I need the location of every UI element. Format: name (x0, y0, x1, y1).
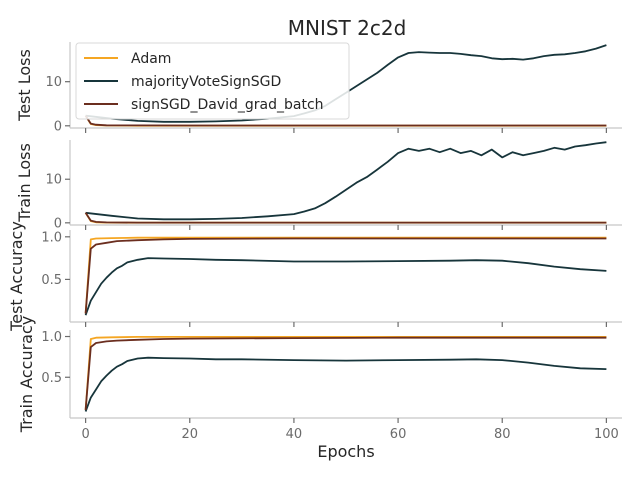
y-axis-label: Train Loss (15, 143, 34, 223)
figure-title: MNIST 2c2d (288, 16, 407, 40)
legend-entry: signSGD_David_grad_batch (131, 97, 324, 113)
series-line-signSGD_David_grad_batch (84, 115, 607, 127)
series-line-majorityVoteSignSGD (85, 44, 607, 123)
panels: 0 10 Test Loss 0 10 Train Loss 0.5 1.0 Test Accu… (7, 42, 622, 442)
series-line-Adam (84, 335, 607, 410)
series-line-Adam (84, 212, 607, 224)
y-tick-label: 0 (54, 119, 62, 134)
x-tick-label: 20 (182, 427, 199, 442)
y-tick-label: 0.5 (41, 371, 62, 386)
series-line-Adam (84, 236, 607, 314)
y-axis-label: Test Loss (15, 49, 34, 122)
series-line-signSGD_David_grad_batch (84, 336, 607, 410)
series-line-signSGD_David_grad_batch (84, 237, 607, 314)
x-tick-label: 40 (286, 427, 303, 442)
series-line-majorityVoteSignSGD (84, 356, 607, 412)
legend-entry: Adam (131, 51, 171, 67)
y-axis-label: Train Accuracy (17, 316, 36, 434)
series-line-majorityVoteSignSGD (85, 141, 607, 221)
panel-3: 0.5 1.0 Test Accuracy (7, 221, 622, 332)
x-tick-label: 100 (594, 427, 619, 442)
x-tick-label: 0 (81, 427, 89, 442)
x-tick-label: 60 (390, 427, 407, 442)
series-line-majorityVoteSignSGD (84, 257, 607, 316)
series-line-signSGD_David_grad_batch (84, 212, 607, 224)
legend-entry: majorityVoteSignSGD (131, 74, 281, 90)
panel-1: 0 10 Test Loss (15, 42, 622, 134)
y-tick-label: 10 (45, 173, 62, 188)
legend: Adam majorityVoteSignSGD signSGD_David_gra… (75, 42, 350, 120)
y-tick-label: 1.0 (41, 230, 62, 245)
y-axis-label: Test Accuracy (7, 221, 26, 332)
y-tick-label: 10 (45, 75, 62, 90)
panel-4: 0 20 40 60 80 100 0.5 1.0 Train Accuracy (17, 316, 622, 442)
x-axis-label: Epochs (317, 442, 374, 461)
y-tick-label: 0.5 (41, 273, 62, 288)
legend-box (75, 42, 350, 120)
x-tick-label: 80 (494, 427, 511, 442)
y-tick-label: 1.0 (41, 330, 62, 345)
panel-2: 0 10 Train Loss (15, 140, 622, 231)
y-tick-label: 0 (54, 216, 62, 231)
